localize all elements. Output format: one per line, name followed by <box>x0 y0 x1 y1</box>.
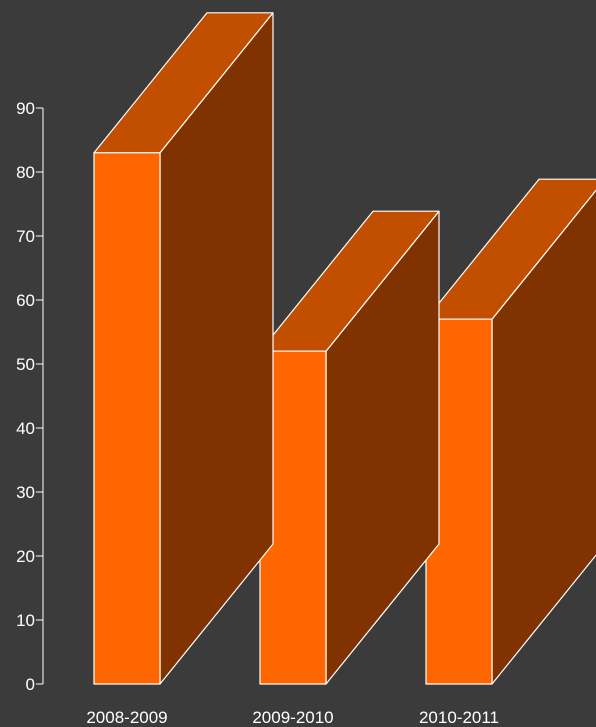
x-category-label: 2010-2011 <box>419 708 499 727</box>
bar-2009-2010 <box>259 210 440 685</box>
y-tick-label: 0 <box>26 675 35 694</box>
y-tick-label: 70 <box>16 227 35 246</box>
y-tick-label: 10 <box>16 611 35 630</box>
y-axis: 0 10 20 30 40 50 60 70 80 90 <box>16 99 44 694</box>
x-category-label: 2008-2009 <box>86 708 167 727</box>
y-tick-label: 20 <box>16 547 35 566</box>
bar-2008-2009 <box>93 12 274 685</box>
y-tick-label: 50 <box>16 355 35 374</box>
y-tick-label: 60 <box>16 291 35 310</box>
category-labels: 2008-2009 2009-2010 2010-2011 <box>86 708 499 727</box>
bar-front-face <box>93 152 161 685</box>
y-tick-label: 40 <box>16 419 35 438</box>
bar-2010-2011 <box>425 178 596 685</box>
bars-layer <box>93 12 596 685</box>
y-tick-label: 80 <box>16 163 35 182</box>
y-tick-label: 90 <box>16 99 35 118</box>
y-tick-label: 30 <box>16 483 35 502</box>
x-category-label: 2009-2010 <box>252 708 333 727</box>
